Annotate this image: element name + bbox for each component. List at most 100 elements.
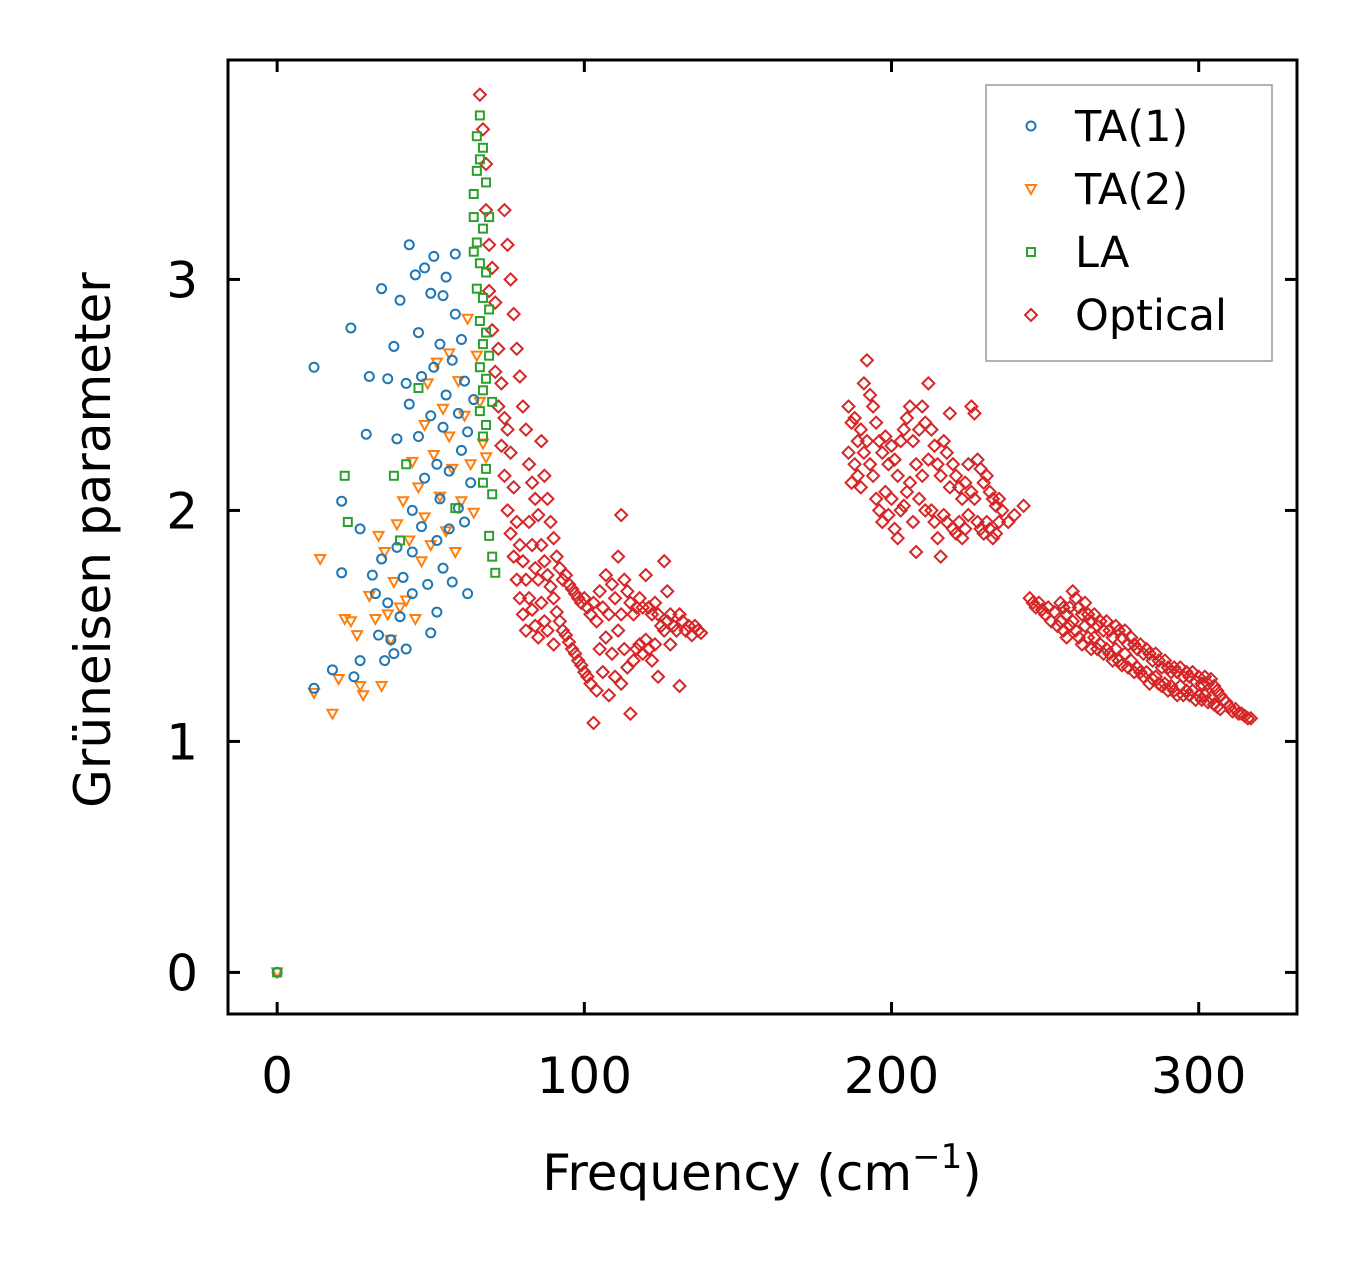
data-point [400,377,412,389]
data-point [613,507,629,523]
data-point [431,458,443,470]
data-point [530,507,546,523]
data-point [592,583,608,599]
data-point [1160,683,1176,699]
data-point [468,212,479,223]
data-point [1016,498,1032,514]
data-point [500,237,515,253]
data-point [893,503,909,518]
data-point [419,472,431,484]
data-point [1080,630,1096,645]
data-point [902,475,918,491]
data-point [1108,618,1124,634]
data-point [342,516,353,527]
data-point [487,295,503,310]
data-point [638,567,654,583]
data-point [459,375,471,387]
data-point [672,678,687,694]
data-point [348,671,360,683]
data-point [497,202,512,218]
data-point [471,131,482,142]
data-point [465,477,477,489]
data-point [1142,646,1157,662]
data-point [1083,641,1099,657]
data-point [561,576,577,592]
data-point [586,595,601,611]
data-point [942,406,958,421]
data-point [911,491,927,507]
data-point [443,465,455,477]
data-point [610,549,626,565]
data-point [493,375,509,391]
axis-ticks-layer: 0 100 200 300 0 1 2 3 [166,60,1297,1105]
data-point [474,362,485,373]
data-point [856,445,872,461]
data-point [536,553,552,569]
y-tick-label: 2 [166,482,198,540]
data-point [462,426,474,438]
data-point [567,586,583,602]
x-axis-title: Frequency (cm−1) [542,1137,982,1202]
data-point [589,683,605,699]
data-point [345,322,357,334]
data-point [616,572,632,588]
data-point [967,491,982,507]
data-point [397,571,409,583]
data-point [1166,660,1182,675]
data-point [905,514,921,530]
data-point [401,459,412,470]
data-point [1151,653,1167,668]
data-point [477,292,488,303]
data-point [437,421,449,433]
data-point [573,657,589,673]
data-point [313,553,327,567]
data-point [428,250,440,262]
data-point [644,653,660,668]
data-point [443,523,455,535]
data-point [446,576,458,588]
data-point [459,516,471,528]
data-point [963,399,979,414]
legend-marker [1023,307,1039,323]
data-point [506,479,522,495]
y-axis-title: Grüneisen parameter [64,272,122,808]
data-point [477,339,488,350]
data-point [393,602,407,615]
data-point [1077,595,1093,611]
data-point [433,491,447,504]
data-point [1025,595,1041,611]
legend-item: LA [1026,228,1130,278]
data-point [573,595,589,611]
data-point [403,239,415,251]
data-point [1188,692,1204,708]
data-point [650,669,666,685]
data-point [354,523,366,535]
data-point [518,422,534,438]
data-point [564,641,580,657]
data-point [616,641,632,657]
legend-label: Optical [1075,291,1227,341]
data-point [452,407,464,419]
data-point [1096,623,1111,638]
data-point [659,583,675,599]
data-point [1160,660,1176,675]
data-point [515,553,531,569]
data-point [470,350,484,363]
data-point [601,606,617,622]
data-point [884,491,899,507]
data-point [481,237,497,253]
data-point [570,653,586,668]
data-point [890,530,906,546]
data-point [1209,683,1225,699]
data-point [1034,602,1050,618]
data-point [1243,710,1259,726]
legend-item: Optical [1023,291,1227,341]
data-point [425,627,437,639]
data-point [856,375,872,391]
data-point [874,445,890,461]
data-point [884,438,899,454]
data-point [540,491,555,507]
data-point [477,477,488,488]
data-point [540,623,555,638]
data-point [1157,653,1173,668]
